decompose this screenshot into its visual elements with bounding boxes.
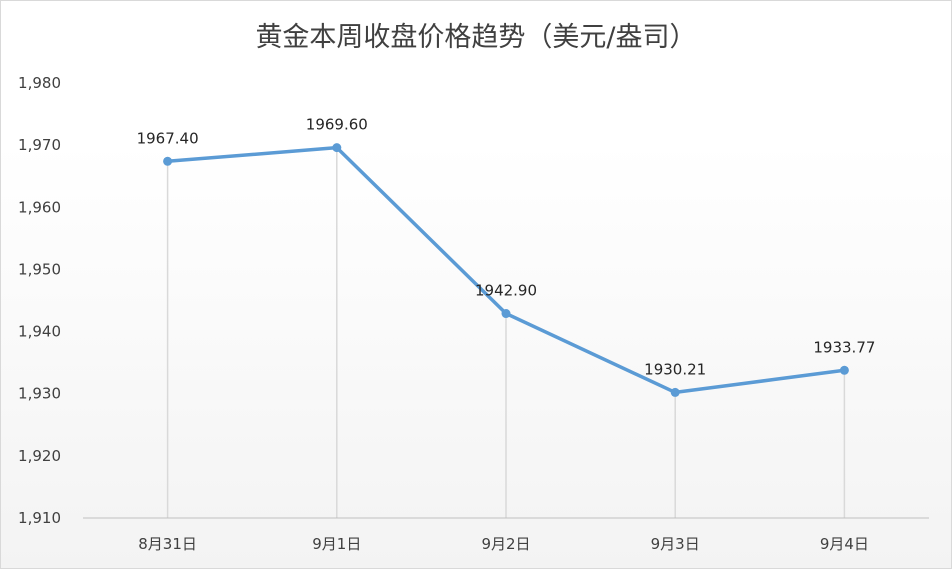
y-tick-label: 1,960	[18, 198, 61, 216]
data-label: 1969.60	[306, 116, 368, 134]
y-tick-label: 1,930	[18, 385, 61, 403]
data-point	[332, 143, 342, 153]
data-point	[163, 156, 173, 166]
series-group	[163, 143, 849, 397]
data-label: 1942.90	[475, 282, 537, 300]
chart-title: 黄金本周收盘价格趋势（美元/盎司）	[255, 22, 696, 53]
y-axis: 1,910 1,920 1,930 1,940 1,950 1,960 1,970 1,980	[18, 74, 61, 527]
y-tick-label: 1,920	[18, 447, 61, 465]
data-label: 1967.40	[137, 129, 199, 147]
x-tick-label: 9月4日	[820, 535, 869, 553]
y-tick-label: 1,980	[18, 74, 61, 92]
x-tick-label: 9月1日	[312, 535, 361, 553]
data-label: 1930.21	[644, 360, 706, 378]
y-tick-label: 1,970	[18, 136, 61, 154]
y-tick-label: 1,910	[18, 509, 61, 527]
drop-lines	[166, 147, 846, 518]
x-axis: 8月31日 9月1日 9月2日 9月3日 9月4日	[138, 535, 869, 553]
y-tick-label: 1,940	[18, 323, 61, 341]
x-tick-label: 9月3日	[651, 535, 700, 553]
data-point	[839, 365, 849, 375]
data-point	[670, 387, 680, 397]
data-point	[501, 309, 511, 319]
y-tick-label: 1,950	[18, 260, 61, 278]
data-label: 1933.77	[813, 338, 875, 356]
x-tick-label: 8月31日	[138, 535, 197, 553]
x-tick-label: 9月2日	[481, 535, 530, 553]
data-labels: 1967.40 1969.60 1942.90 1930.21 1933.77	[137, 116, 876, 379]
